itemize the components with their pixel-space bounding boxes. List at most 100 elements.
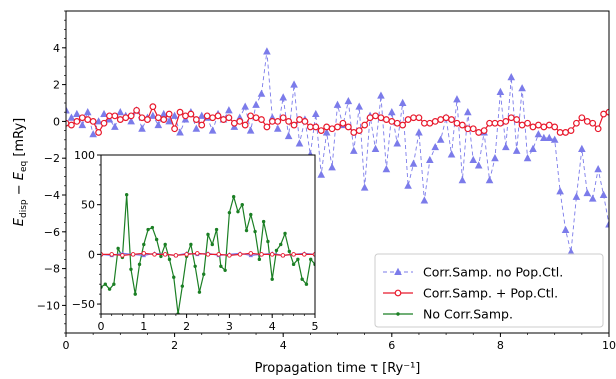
- legend-items: Corr.Samp. no Pop.Ctl. Corr.Samp. + Pop.C…: [383, 265, 563, 322]
- series-0-point: [588, 194, 597, 202]
- series-0-point: [112, 282, 116, 286]
- series-0-point: [491, 154, 499, 162]
- series-0-point: [415, 128, 423, 136]
- legend-box: [374, 253, 604, 328]
- series-0-point: [360, 183, 369, 191]
- series-1-point: [116, 116, 124, 123]
- series-0-point: [100, 109, 108, 118]
- series-1-point: [404, 116, 412, 123]
- series-0-point: [180, 284, 185, 288]
- series-0-point: [257, 89, 266, 97]
- series-0-point: [398, 98, 407, 106]
- series-0-point: [284, 131, 293, 140]
- series-1-point: [220, 116, 227, 123]
- series-0-point: [159, 254, 163, 259]
- series-2-point: [205, 252, 211, 257]
- y-tick-label: 4: [53, 42, 60, 55]
- series-0-point: [111, 122, 119, 130]
- y-tick-label: −50: [72, 298, 95, 311]
- series-1-point: [230, 119, 238, 127]
- series-1-point: [486, 119, 493, 127]
- legend-label: Corr.Samp. + Pop.Ctl.: [423, 286, 558, 301]
- series-1-point: [84, 116, 92, 123]
- series-0-point: [89, 130, 97, 138]
- series-2-point: [280, 253, 286, 258]
- series-1-point: [144, 116, 151, 123]
- series-1-point: [301, 117, 309, 125]
- series-1-point: [95, 129, 102, 136]
- series-0-point: [202, 272, 206, 276]
- series-0-point: [485, 176, 494, 184]
- series-0-point: [263, 47, 271, 55]
- y-tick-label: −6: [44, 226, 60, 239]
- series-1-point: [464, 125, 472, 133]
- series-2-point: [130, 252, 136, 257]
- series-0-point: [447, 150, 456, 158]
- series-1-point: [605, 108, 609, 116]
- series-1-point: [165, 110, 173, 118]
- series-1-point: [68, 121, 75, 129]
- series-0-point: [599, 190, 608, 198]
- series-1-point: [415, 114, 423, 122]
- series-0: [101, 193, 315, 314]
- series-0-point: [137, 262, 142, 267]
- series-0-point: [295, 139, 304, 147]
- series-1-point: [279, 114, 287, 122]
- series-1-point: [535, 121, 542, 129]
- series-0-point: [127, 117, 135, 125]
- series-1-point: [431, 117, 439, 125]
- series-0-point: [393, 139, 402, 147]
- series-0-point: [333, 100, 342, 108]
- series-2-point: [173, 253, 179, 258]
- legend-item-1: Corr.Samp. + Pop.Ctl.: [383, 286, 558, 301]
- series-1-point: [176, 108, 184, 116]
- series-0-point: [133, 292, 137, 296]
- ylabel-e2: E: [12, 171, 27, 180]
- series-1-point: [198, 121, 206, 129]
- legend-item-0: Corr.Samp. no Pop.Ctl.: [383, 265, 563, 280]
- series-1-point: [328, 125, 336, 133]
- series-1-point: [334, 123, 341, 131]
- series-0-point: [545, 133, 554, 141]
- series-1-point: [524, 119, 531, 127]
- series-0-point: [189, 242, 193, 247]
- series-0-point: [349, 146, 358, 154]
- series-0-point: [287, 249, 292, 254]
- series-1-point: [209, 114, 217, 122]
- series-1-point: [138, 114, 146, 122]
- inset-y-axis: −50 0 50 100: [72, 149, 101, 315]
- ylabel-unit: [mRy]: [12, 118, 27, 161]
- series-0-point: [154, 237, 159, 242]
- y-tick-label: 0: [88, 248, 95, 261]
- series-1-point: [247, 112, 255, 120]
- series-1-point: [89, 117, 97, 125]
- series-1-point: [285, 117, 293, 125]
- ylabel-sub2: eq: [19, 161, 29, 172]
- series-0-point: [240, 202, 244, 207]
- series-1-point: [296, 116, 303, 123]
- series-1-point: [502, 117, 510, 125]
- x-tick-label: 2: [171, 339, 178, 352]
- series-0-point: [409, 159, 418, 167]
- series-0-point: [159, 109, 168, 118]
- series-1-point: [306, 123, 314, 131]
- series-1-point: [100, 119, 108, 127]
- legend-item-2: No Corr.Samp.: [383, 307, 513, 322]
- series-2-point: [237, 252, 243, 257]
- series-0-point: [583, 188, 592, 197]
- series-1-point: [453, 119, 461, 127]
- main-x-axis: 0 2 4 6 8 10: [63, 333, 616, 352]
- series-0-point: [529, 144, 537, 152]
- series-2-point: [120, 253, 125, 258]
- series-0-point: [270, 277, 274, 281]
- series-2-point: [269, 252, 275, 257]
- series-0-point: [176, 128, 184, 136]
- series-0-point: [124, 193, 129, 197]
- series-0-point: [474, 161, 483, 169]
- series-2-point: [195, 251, 200, 256]
- series-0-point: [300, 277, 304, 281]
- series-2-point: [259, 252, 264, 257]
- series-0-point: [453, 95, 461, 103]
